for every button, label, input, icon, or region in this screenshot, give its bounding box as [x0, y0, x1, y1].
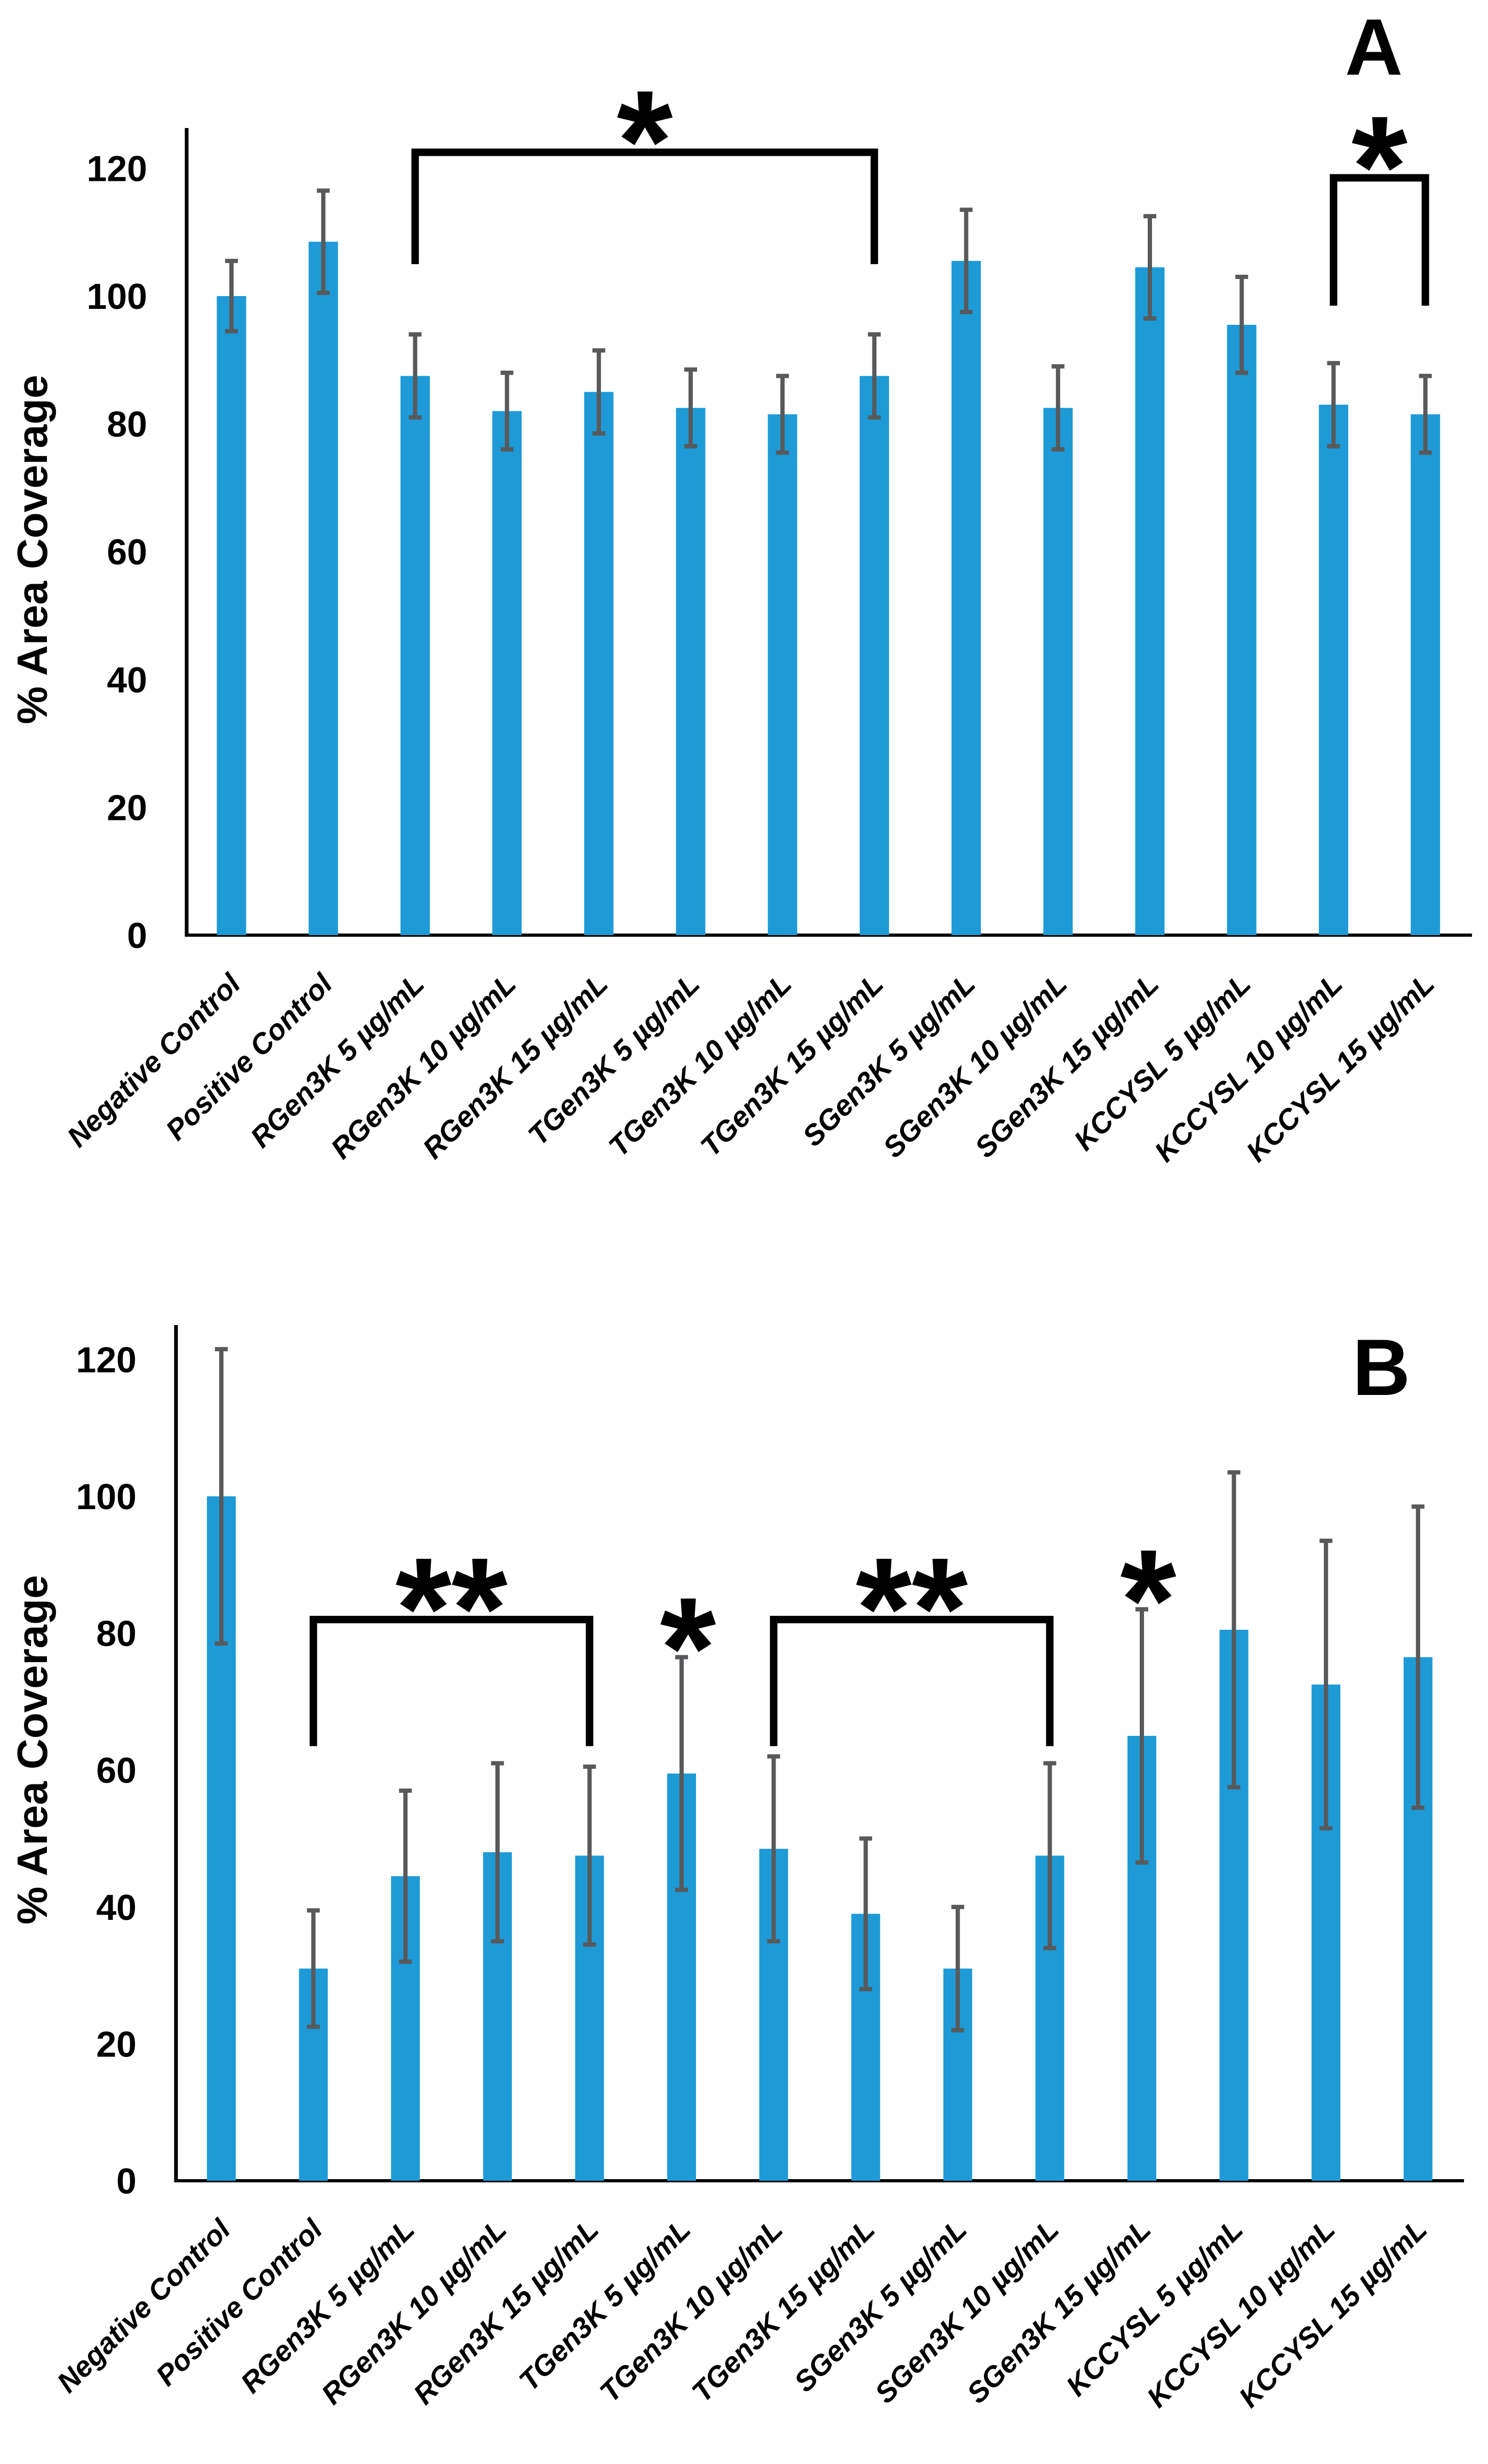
y-tick-label-A-0: 0 [127, 915, 147, 956]
bar-A-sgen3k-10-g-ml [1043, 408, 1073, 935]
error-bar-B-rgen3k-10-g-ml [491, 1761, 504, 1943]
error-bar-B-rgen3k-5-g-ml [399, 1788, 412, 1964]
error-bar-A-tgen3k-5-g-ml [684, 367, 697, 449]
x-category-label-A-tgen3k-10-g-ml: TGen3K 10 µg/mL [603, 968, 798, 1163]
x-category-label-A-sgen3k-5-g-ml: SGen3K 5 µg/mL [796, 968, 981, 1153]
significance-bracket-label-A-1: * [617, 61, 673, 221]
y-tick-label-A-40: 40 [107, 660, 147, 700]
significance-bracket-label-B-1: ** [395, 1528, 508, 1689]
error-bar-A-rgen3k-5-g-ml [409, 332, 422, 420]
panel-B: 0 20 40 60 80 100 120 % Area Coverage Negative C… [9, 1322, 1464, 2414]
error-bar-A-tgen3k-15-g-ml [868, 332, 881, 420]
bar-A-rgen3k-10-g-ml [492, 411, 522, 935]
x-category-label-B-sgen3k-15-g-ml: SGen3K 15 µg/mL [961, 2213, 1157, 2410]
error-bar-B-kccysl-10-g-ml [1319, 1538, 1333, 1831]
y-tick-label-B-100: 100 [76, 1477, 137, 1517]
y-tick-label-B-40: 40 [96, 1887, 137, 1928]
bar-A-positive-control [308, 242, 338, 935]
y-tick-label-B-0: 0 [116, 2161, 137, 2202]
significance-bracket-label-A-2: * [1351, 86, 1407, 247]
x-category-label-A-tgen3k-5-g-ml: TGen3K 5 µg/mL [522, 968, 706, 1151]
x-category-label-A-positive-control: Positive Control [159, 967, 339, 1146]
error-bar-B-kccysl-5-g-ml [1227, 1470, 1241, 1790]
error-bar-B-negative-control [215, 1347, 228, 1646]
x-category-label-B-tgen3k-15-g-ml: TGen3K 15 µg/mL [686, 2213, 881, 2409]
bar-A-kccysl-5-g-ml [1227, 324, 1257, 936]
bar-A-tgen3k-15-g-ml [859, 376, 889, 935]
bar-A-rgen3k-5-g-ml [400, 376, 430, 935]
x-category-label-B-kccysl-5-g-ml: KCCYSL 5 µg/mL [1060, 2213, 1249, 2402]
error-bar-A-positive-control [317, 188, 330, 296]
panel-letter-B: B [1353, 1322, 1410, 1412]
error-bar-A-rgen3k-15-g-ml [592, 348, 605, 436]
y-tick-label-A-120: 120 [87, 148, 147, 189]
x-category-label-A-negative-control: Negative Control [61, 967, 247, 1153]
error-bar-A-kccysl-10-g-ml [1327, 361, 1340, 449]
significance-bracket-A-2 [1330, 174, 1429, 306]
x-category-label-B-negative-control: Negative Control [51, 2213, 237, 2399]
error-bar-A-negative-control [225, 259, 238, 333]
error-bar-A-sgen3k-10-g-ml [1051, 364, 1065, 452]
y-tick-label-B-120: 120 [76, 1339, 137, 1380]
y-tick-label-B-80: 80 [96, 1614, 137, 1654]
x-category-label-B-tgen3k-10-g-ml: TGen3K 10 µg/mL [594, 2213, 789, 2409]
significance-star-B-tgen3k-5-g-ml: * [660, 1568, 716, 1728]
y-tick-label-B-60: 60 [96, 1750, 137, 1791]
bar-A-negative-control [217, 296, 246, 935]
bar-A-tgen3k-5-g-ml [676, 408, 706, 935]
error-bar-A-sgen3k-15-g-ml [1143, 214, 1156, 321]
y-axis-label-B: % Area Coverage [9, 1575, 56, 1924]
bar-A-sgen3k-5-g-ml [951, 261, 981, 935]
y-tick-label-A-20: 20 [107, 787, 147, 828]
bar-A-kccysl-15-g-ml [1411, 414, 1441, 935]
error-bar-A-kccysl-5-g-ml [1235, 275, 1249, 375]
error-bar-B-tgen3k-5-g-ml [675, 1655, 688, 1892]
significance-star-B-sgen3k-15-g-ml: * [1120, 1520, 1176, 1681]
panel-letter-A: A [1345, 2, 1403, 92]
y-axis-label-A: % Area Coverage [9, 374, 56, 724]
error-bar-B-rgen3k-15-g-ml [583, 1764, 596, 1947]
x-category-label-B-sgen3k-10-g-ml: SGen3K 10 µg/mL [869, 2213, 1065, 2410]
y-tick-label-A-60: 60 [107, 532, 147, 572]
x-category-label-B-rgen3k-5-g-ml: RGen3K 5 µg/mL [235, 2213, 421, 2399]
significance-bracket-label-B-2: ** [855, 1528, 968, 1689]
bar-A-tgen3k-10-g-ml [767, 414, 797, 935]
bar-A-sgen3k-15-g-ml [1135, 267, 1165, 936]
x-category-label-B-positive-control: Positive Control [150, 2213, 329, 2392]
error-bar-A-rgen3k-10-g-ml [500, 370, 514, 452]
error-bar-B-sgen3k-5-g-ml [951, 1904, 964, 2032]
y-tick-label-A-80: 80 [107, 404, 147, 445]
error-bar-B-sgen3k-15-g-ml [1135, 1607, 1148, 1865]
x-category-label-A-rgen3k-5-g-ml: RGen3K 5 µg/mL [244, 968, 430, 1154]
x-category-label-A-tgen3k-15-g-ml: TGen3K 15 µg/mL [694, 968, 890, 1163]
significance-bracket-B-1 [309, 1615, 594, 1747]
error-bar-A-sgen3k-5-g-ml [959, 208, 973, 314]
y-tick-label-B-20: 20 [96, 2024, 137, 2064]
x-category-label-B-tgen3k-5-g-ml: TGen3K 5 µg/mL [513, 2213, 697, 2397]
x-category-label-B-sgen3k-5-g-ml: SGen3K 5 µg/mL [788, 2213, 973, 2398]
bar-A-kccysl-10-g-ml [1318, 404, 1348, 935]
error-bar-A-kccysl-15-g-ml [1419, 373, 1432, 455]
significance-bracket-B-2 [770, 1615, 1054, 1747]
x-category-label-A-kccysl-5-g-ml: KCCYSL 5 µg/mL [1068, 968, 1257, 1157]
error-bar-A-tgen3k-10-g-ml [776, 373, 789, 455]
error-bar-B-positive-control [307, 1908, 320, 2029]
error-bar-B-tgen3k-10-g-ml [767, 1754, 780, 1943]
error-bar-B-sgen3k-10-g-ml [1043, 1761, 1057, 1950]
significance-bracket-A-1 [411, 148, 878, 265]
error-bar-B-tgen3k-15-g-ml [859, 1836, 873, 1991]
error-bar-B-kccysl-15-g-ml [1411, 1504, 1425, 1810]
y-tick-label-A-100: 100 [87, 276, 147, 317]
bar-A-rgen3k-15-g-ml [584, 392, 614, 935]
panel-A: 0 20 40 60 80 100 120 % Area Coverage Negative C… [9, 2, 1472, 1168]
